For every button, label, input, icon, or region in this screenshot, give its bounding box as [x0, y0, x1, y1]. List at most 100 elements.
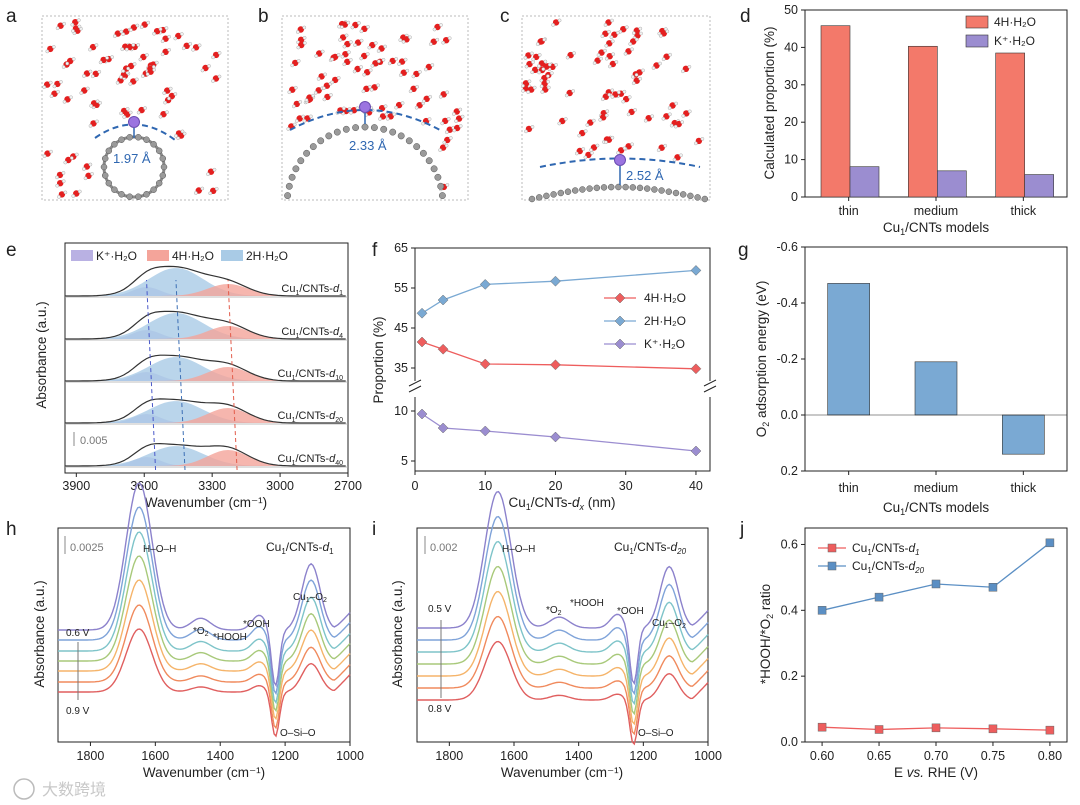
water-hydrogen	[88, 69, 93, 74]
water-hydrogen	[454, 119, 458, 123]
ytick-label: 0.2	[781, 464, 798, 478]
water-hydrogen	[120, 47, 125, 52]
panel-g-xlabel: Cu1/CNTs models	[883, 500, 990, 517]
water-hydrogen	[669, 123, 674, 128]
component-band	[65, 401, 348, 423]
xtick-label: 0.65	[867, 749, 891, 763]
water-hydrogen	[650, 114, 655, 118]
carbon-atom	[687, 192, 694, 200]
water-hydrogen	[340, 54, 345, 59]
water-hydrogen	[71, 57, 76, 61]
ir-spectrum	[417, 640, 709, 746]
carbon-atom	[352, 124, 360, 132]
water-hydrogen	[291, 104, 296, 109]
water-hydrogen	[320, 49, 325, 54]
carbon-atom	[643, 185, 651, 192]
series-point	[690, 265, 702, 276]
panel-d-label: d	[740, 6, 751, 27]
water-hydrogen	[136, 110, 141, 115]
water-hydrogen	[564, 117, 568, 121]
annot-osio-h: O–Si–O	[280, 728, 316, 739]
water-hydrogen	[625, 25, 629, 30]
water-hydrogen	[63, 160, 68, 165]
water-hydrogen	[659, 34, 663, 38]
carbon-atom	[285, 182, 293, 190]
legend-marker	[614, 292, 626, 304]
carbon-atom	[150, 141, 157, 148]
ytick-label: -0.4	[776, 296, 798, 310]
carbon-atom	[586, 185, 593, 192]
water-hydrogen	[42, 85, 47, 89]
xtick-label: 3300	[198, 479, 226, 493]
water-hydrogen	[610, 18, 614, 23]
water-hydrogen	[323, 72, 327, 77]
water-hydrogen	[370, 64, 375, 68]
water-hydrogen	[424, 67, 428, 72]
water-hydrogen	[632, 31, 636, 35]
panel-j-ylabel: *HOOH/*O2 ratio	[758, 584, 775, 684]
water-hydrogen	[368, 85, 372, 89]
water-hydrogen	[460, 114, 465, 119]
water-hydrogen	[521, 89, 525, 93]
water-hydrogen	[408, 89, 413, 94]
water-hydrogen	[128, 110, 133, 115]
water-hydrogen	[458, 107, 463, 112]
annot-o2-i: *O2	[546, 605, 562, 617]
xtick-label: 0.80	[1038, 749, 1062, 763]
water-hydrogen	[292, 122, 297, 127]
water-hydrogen	[77, 24, 82, 29]
legend-4h: 4H·H₂O	[994, 15, 1036, 29]
water-hydrogen	[400, 101, 405, 105]
water-hydrogen	[661, 117, 666, 121]
ytick-label: 50	[784, 3, 798, 17]
ytick-label: 35	[394, 361, 408, 375]
water-hydrogen	[557, 18, 562, 23]
water-hydrogen	[442, 140, 447, 145]
panel-f: f 0 10 20 30 40 35 45 55 65 5 10 Proportion (%) Cu…	[371, 240, 717, 512]
ir-spectrum	[417, 565, 709, 716]
series-point	[416, 307, 428, 319]
water-hydrogen	[71, 29, 75, 33]
watermark: 大数跨境	[13, 778, 106, 800]
panel-e-ylabel: Absorbance (a.u.)	[34, 301, 49, 408]
annot-osio-i: O–Si–O	[638, 728, 674, 739]
panel-h-label: h	[6, 519, 17, 540]
water-hydrogen	[530, 125, 535, 129]
water-hydrogen	[55, 183, 60, 188]
carbon-atom	[679, 191, 687, 198]
panel-i-xticks: 1800 1600 1400 1200 1000	[435, 742, 722, 763]
water-hydrogen	[322, 97, 327, 102]
water-hydrogen	[537, 70, 541, 75]
water-hydrogen	[523, 56, 528, 60]
water-hydrogen	[217, 74, 222, 79]
water-hydrogen	[405, 68, 410, 73]
panel-a: a 1.97 Å	[6, 6, 229, 201]
water-hydrogen	[152, 31, 156, 36]
water-hydrogen	[440, 121, 445, 126]
panel-h-ylabel: Absorbance (a.u.)	[32, 580, 47, 687]
carbon-atom	[101, 172, 109, 179]
carbon-atom	[159, 155, 167, 162]
water-hydrogen	[95, 119, 99, 124]
xtick-label: 10	[478, 479, 492, 493]
water-hydrogen	[583, 129, 588, 133]
annot-cuo2-i: Cu1–O2	[652, 618, 686, 630]
water-hydrogen	[616, 150, 620, 155]
annot-ooh-h: *OOH	[243, 619, 270, 630]
water-hydrogen	[539, 78, 544, 83]
water-hydrogen	[128, 82, 133, 86]
carbon-atom	[694, 194, 701, 201]
legend-e-2h: 2H·H₂O	[246, 249, 288, 263]
ir-spectrum	[58, 482, 351, 688]
water-hydrogen	[643, 118, 648, 123]
panel-f-break-gap	[410, 381, 715, 397]
panel-f-legend: 4H·H₂O 2H·H₂O K⁺·H₂O	[604, 291, 686, 351]
water-hydrogen	[77, 18, 81, 23]
water-hydrogen	[541, 67, 546, 71]
water-hydrogen	[136, 43, 140, 47]
ir-spectrum	[417, 515, 709, 696]
carbon-atom	[413, 143, 421, 151]
annot-ooh-i: *OOH	[617, 606, 644, 617]
scalebar-e-label: 0.005	[80, 435, 108, 447]
water-hydrogen	[98, 60, 103, 65]
